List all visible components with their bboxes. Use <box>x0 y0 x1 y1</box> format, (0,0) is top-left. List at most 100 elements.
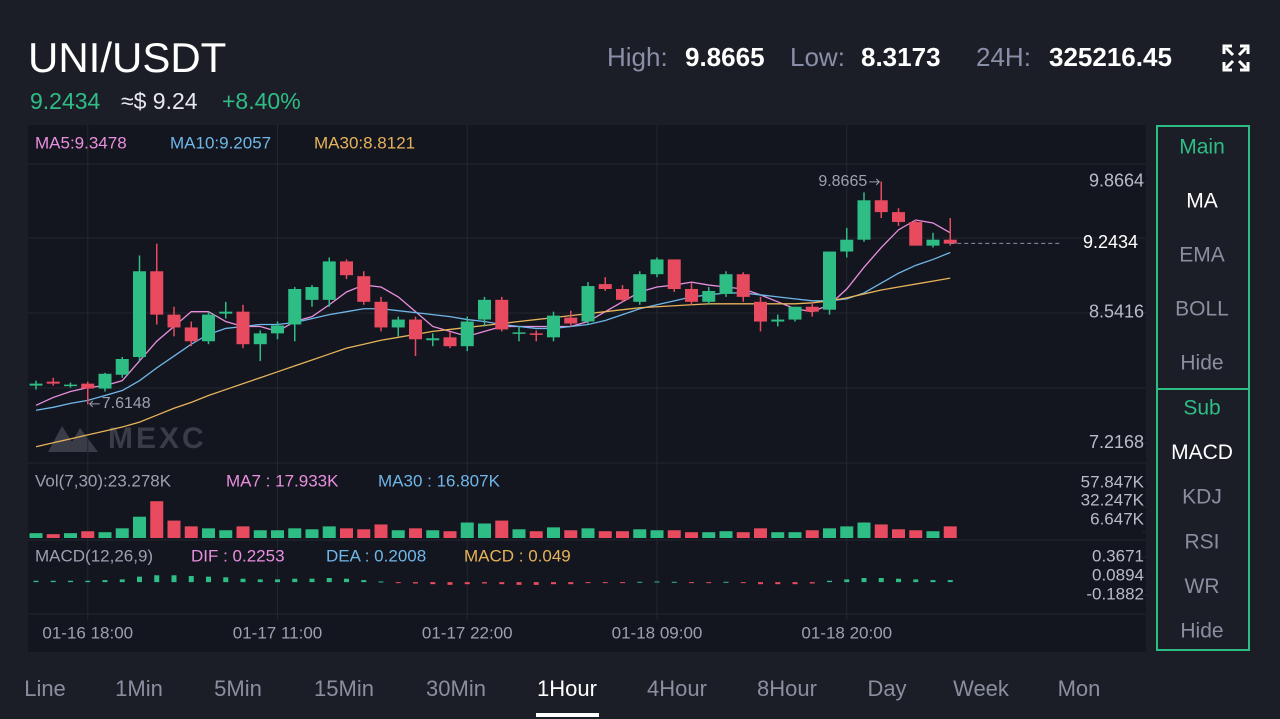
menu-item[interactable]: EMA <box>1179 244 1225 267</box>
volume-bar <box>64 533 77 538</box>
volume-bar <box>857 522 871 538</box>
menu-item[interactable]: BOLL <box>1175 298 1229 321</box>
macd-tick-label: 0.3671 <box>1092 546 1144 565</box>
interval-tab[interactable]: 15Min <box>314 676 374 701</box>
macd-bar <box>326 578 332 583</box>
menu-item[interactable]: MACD <box>1171 441 1233 464</box>
macd-bar <box>930 580 936 583</box>
volume-bar <box>133 516 146 538</box>
volume-bar <box>788 532 802 538</box>
volume-bar <box>98 532 112 538</box>
interval-tab[interactable]: Line <box>24 676 66 701</box>
volume-bar <box>495 520 509 538</box>
interval-tab[interactable]: 5Min <box>214 676 262 701</box>
macd-bar <box>464 582 470 585</box>
macd-bar <box>740 582 746 584</box>
volume-bar <box>616 531 629 538</box>
menu-item[interactable]: WR <box>1185 575 1220 598</box>
x-tick-label: 01-18 20:00 <box>801 623 892 642</box>
interval-tab[interactable]: 1Hour <box>537 676 597 701</box>
fullscreen-icon[interactable] <box>1222 44 1250 72</box>
menu-item[interactable]: Hide <box>1180 620 1223 643</box>
macd-bar <box>602 582 608 584</box>
ma-line <box>35 277 951 448</box>
macd-bar <box>792 582 798 585</box>
interval-tab[interactable]: 1Min <box>115 676 163 701</box>
menu-item[interactable]: Hide <box>1180 352 1223 375</box>
low-arrow <box>89 400 100 408</box>
candle-body <box>926 239 940 246</box>
candle-body <box>460 321 474 347</box>
volume-tick-label: 57.847K <box>1081 472 1145 491</box>
candle-body <box>133 271 146 358</box>
macd-bar <box>637 581 643 583</box>
interval-tab[interactable]: Day <box>867 676 906 701</box>
macd-bar <box>154 575 160 583</box>
macd-bar <box>395 582 401 584</box>
low-label: Low: <box>790 42 845 72</box>
ma-legend: MA10:9.2057 <box>170 133 271 152</box>
y-tick-label: 7.2168 <box>1089 432 1144 452</box>
volume-bar <box>840 526 854 538</box>
macd-bar <box>758 582 763 585</box>
candle-body <box>236 311 250 345</box>
candle-body <box>788 306 802 320</box>
macd-bar <box>292 578 298 583</box>
volume-bar <box>754 528 767 538</box>
interval-tab[interactable]: Mon <box>1058 676 1101 701</box>
candle-body <box>167 314 181 328</box>
macd-bar <box>413 582 418 584</box>
volume-bar <box>443 531 457 538</box>
volume-bar <box>271 530 284 538</box>
macd-bar <box>68 580 73 583</box>
change: +8.40% <box>222 88 301 114</box>
macd-bar <box>447 582 453 585</box>
candle-body <box>840 239 854 252</box>
volume-bar <box>46 534 60 538</box>
candle-body <box>771 319 785 322</box>
macd-bar <box>844 579 850 583</box>
candle-body <box>650 259 664 275</box>
macd-bar <box>654 581 660 583</box>
macd-bar <box>516 582 522 585</box>
candle-body <box>909 221 923 246</box>
candle-body <box>529 333 543 335</box>
macd-bar <box>896 578 901 583</box>
high-arrow <box>869 178 880 186</box>
interval-tab[interactable]: 8Hour <box>757 676 817 701</box>
candle-body <box>115 358 129 375</box>
macd-legend: MACD : 0.049 <box>464 546 571 565</box>
volume-bar <box>305 529 319 538</box>
macd-bar <box>551 582 556 585</box>
watermark-logo <box>48 426 98 452</box>
volume-bar <box>926 531 940 538</box>
y-tick-label: 9.8664 <box>1089 171 1144 191</box>
volume-bar <box>581 528 595 538</box>
vol-value: 325216.45 <box>1049 42 1172 72</box>
interval-tab[interactable]: Week <box>953 676 1010 701</box>
candle-body <box>202 314 215 342</box>
macd-bar <box>533 582 539 585</box>
candle-body <box>443 337 457 347</box>
macd-bar <box>188 575 194 583</box>
candle-body <box>391 319 405 328</box>
candle-body <box>374 301 388 328</box>
menu-item[interactable]: KDJ <box>1182 486 1222 509</box>
volume-bar <box>150 501 164 538</box>
macd-tick-label: -0.1882 <box>1086 584 1144 603</box>
macd-bar <box>499 582 505 585</box>
menu-item[interactable]: MA <box>1186 190 1218 213</box>
macd-bar <box>568 582 574 585</box>
interval-tab[interactable]: 4Hour <box>647 676 707 701</box>
macd-bar <box>361 580 367 583</box>
macd-bar <box>206 576 211 583</box>
macd-bar <box>240 578 246 583</box>
watermark: MEXC <box>108 422 207 455</box>
interval-tab[interactable]: 30Min <box>426 676 486 701</box>
macd-tick-label: 0.0894 <box>1092 565 1144 584</box>
last-price: 9.2434 <box>30 88 101 114</box>
menu-item[interactable]: RSI <box>1184 530 1219 553</box>
macd-legend: MACD(12,26,9) <box>35 546 153 565</box>
macd-bar <box>585 582 591 584</box>
